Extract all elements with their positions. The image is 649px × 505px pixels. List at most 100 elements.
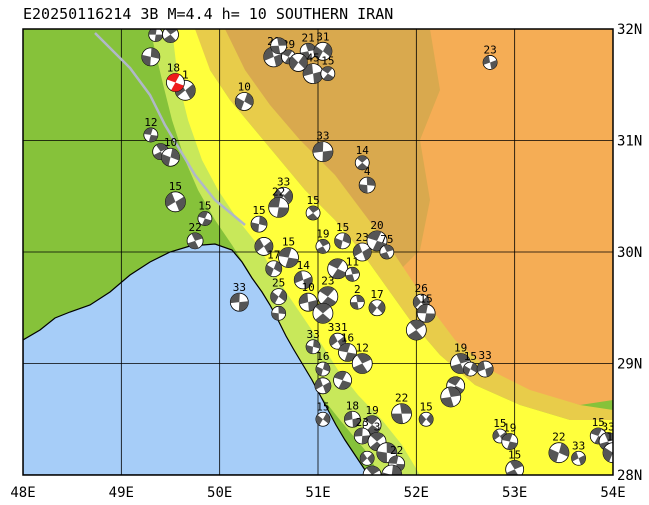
- focal-mechanism: [312, 302, 334, 324]
- event-depth-label: 19: [454, 342, 467, 355]
- event-depth-label: 15: [306, 194, 319, 207]
- event-depth-label: 33: [277, 175, 290, 188]
- focal-mechanism: [298, 292, 318, 312]
- main-event-mechanism: [166, 73, 185, 92]
- coordinate-grid: [23, 29, 613, 475]
- focal-mechanism: [162, 29, 179, 43]
- focal-mechanism: [315, 239, 331, 254]
- focal-mechanism: [305, 339, 321, 355]
- focal-mechanism: [353, 427, 371, 445]
- event-depth-label: 33: [601, 421, 614, 434]
- focal-mechanism: [320, 66, 336, 81]
- event-depth-label: 17: [267, 249, 280, 262]
- lon-tick-label: 53E: [502, 485, 527, 501]
- map-frame: [22, 28, 614, 476]
- focal-mechanism: [333, 370, 352, 390]
- focal-mechanism: [505, 460, 525, 475]
- focal-mechanism: [351, 353, 373, 374]
- event-depth-label: 21: [302, 31, 315, 44]
- lat-tick-label: 31N: [617, 134, 642, 150]
- event-depth-label: 15: [316, 400, 329, 413]
- event-depth-label: 15: [321, 55, 334, 68]
- focal-mechanism: [334, 232, 351, 250]
- lon-tick-label: 51E: [305, 485, 330, 501]
- event-depth-label: 14: [356, 144, 370, 157]
- focal-mechanism: [268, 196, 290, 218]
- focal-mechanism: [165, 191, 186, 213]
- focal-mechanism: [143, 127, 159, 143]
- focal-mechanism: [314, 377, 332, 395]
- event-depth-label: 3: [374, 421, 381, 434]
- main-event-label: 18: [167, 62, 180, 75]
- event-depth-label: 12: [356, 342, 369, 355]
- focal-mechanism: [315, 411, 331, 427]
- event-depth-label: 15: [464, 350, 477, 363]
- lon-tick-label: 54E: [600, 485, 625, 501]
- event-depth-label: 15: [149, 16, 162, 29]
- event-depth-label: 12: [606, 431, 619, 444]
- event-depth-label: 15: [508, 448, 521, 461]
- focal-mechanism: [313, 41, 333, 61]
- focal-mechanism: [312, 141, 334, 163]
- focal-mechanism: [250, 215, 268, 233]
- event-depth-label: 22: [395, 392, 408, 405]
- event-depth-label: 22: [390, 444, 403, 457]
- lat-tick-label: 28N: [617, 468, 642, 484]
- plain-band: [170, 29, 613, 475]
- focal-mechanism: [405, 319, 427, 341]
- focal-mechanism: [265, 260, 283, 278]
- event-layer: 1528112101515221029292131451533144332215…: [141, 15, 619, 475]
- persian-gulf: [23, 243, 371, 475]
- lat-tick-label: 29N: [617, 357, 642, 373]
- focal-mechanism: [352, 242, 372, 262]
- event-depth-label: 25: [272, 277, 285, 290]
- focal-mechanism: [315, 361, 331, 377]
- focal-mechanism: [548, 442, 570, 464]
- focal-mechanism: [254, 237, 274, 256]
- lon-tick-label: 50E: [207, 485, 232, 501]
- event-depth-label: 31: [316, 30, 329, 43]
- event-depth-label: 20: [370, 219, 383, 232]
- map-title: E20250116214 3B M=4.4 h= 10 SOUTHERN IRA…: [23, 5, 394, 23]
- focal-mechanism: [161, 147, 180, 167]
- lon-tick-label: 49E: [109, 485, 134, 501]
- focal-mechanism: [359, 450, 375, 466]
- focal-mechanism: [354, 155, 370, 171]
- event-depth-label: 19: [365, 404, 378, 417]
- event-depth-label: 12: [144, 116, 157, 129]
- focal-mechanism: [344, 410, 361, 428]
- focal-mechanism: [416, 303, 436, 323]
- focal-mechanism: [234, 92, 254, 111]
- focal-mechanism: [482, 55, 498, 70]
- focal-mechanism: [278, 247, 299, 268]
- event-depth-label: 1: [182, 68, 189, 81]
- event-depth-label: 15: [198, 200, 211, 213]
- focal-mechanism: [450, 353, 471, 374]
- focal-mechanism: [440, 386, 462, 408]
- event-depth-label: 10: [164, 136, 177, 149]
- event-depth-label: 16: [341, 331, 354, 344]
- event-depth-label: 28: [164, 15, 177, 28]
- event-depth-label: 17: [370, 288, 383, 301]
- event-depth-label: 11: [346, 255, 359, 268]
- focal-mechanism: [186, 232, 204, 250]
- event-depth-label: 33: [233, 281, 246, 294]
- focal-mechanism: [305, 205, 321, 221]
- lat-tick-label: 30N: [617, 245, 642, 261]
- event-depth-label: 15: [592, 416, 605, 429]
- event-depth-label: 33: [316, 130, 329, 143]
- focal-mechanism: [270, 37, 288, 55]
- event-depth-label: 23: [356, 231, 369, 244]
- event-depth-label: 75: [380, 233, 393, 246]
- focal-mechanism: [148, 29, 164, 42]
- event-depth-label: 15: [252, 204, 265, 217]
- focal-mechanism: [362, 465, 382, 475]
- event-depth-label: 331: [328, 321, 348, 334]
- event-depth-label: 22: [552, 431, 565, 444]
- focal-mechanism: [327, 258, 349, 280]
- event-depth-label: 15: [420, 292, 433, 305]
- focal-mechanism: [358, 176, 376, 194]
- event-depth-label: 10: [302, 281, 315, 294]
- event-depth-label: 15: [282, 236, 295, 249]
